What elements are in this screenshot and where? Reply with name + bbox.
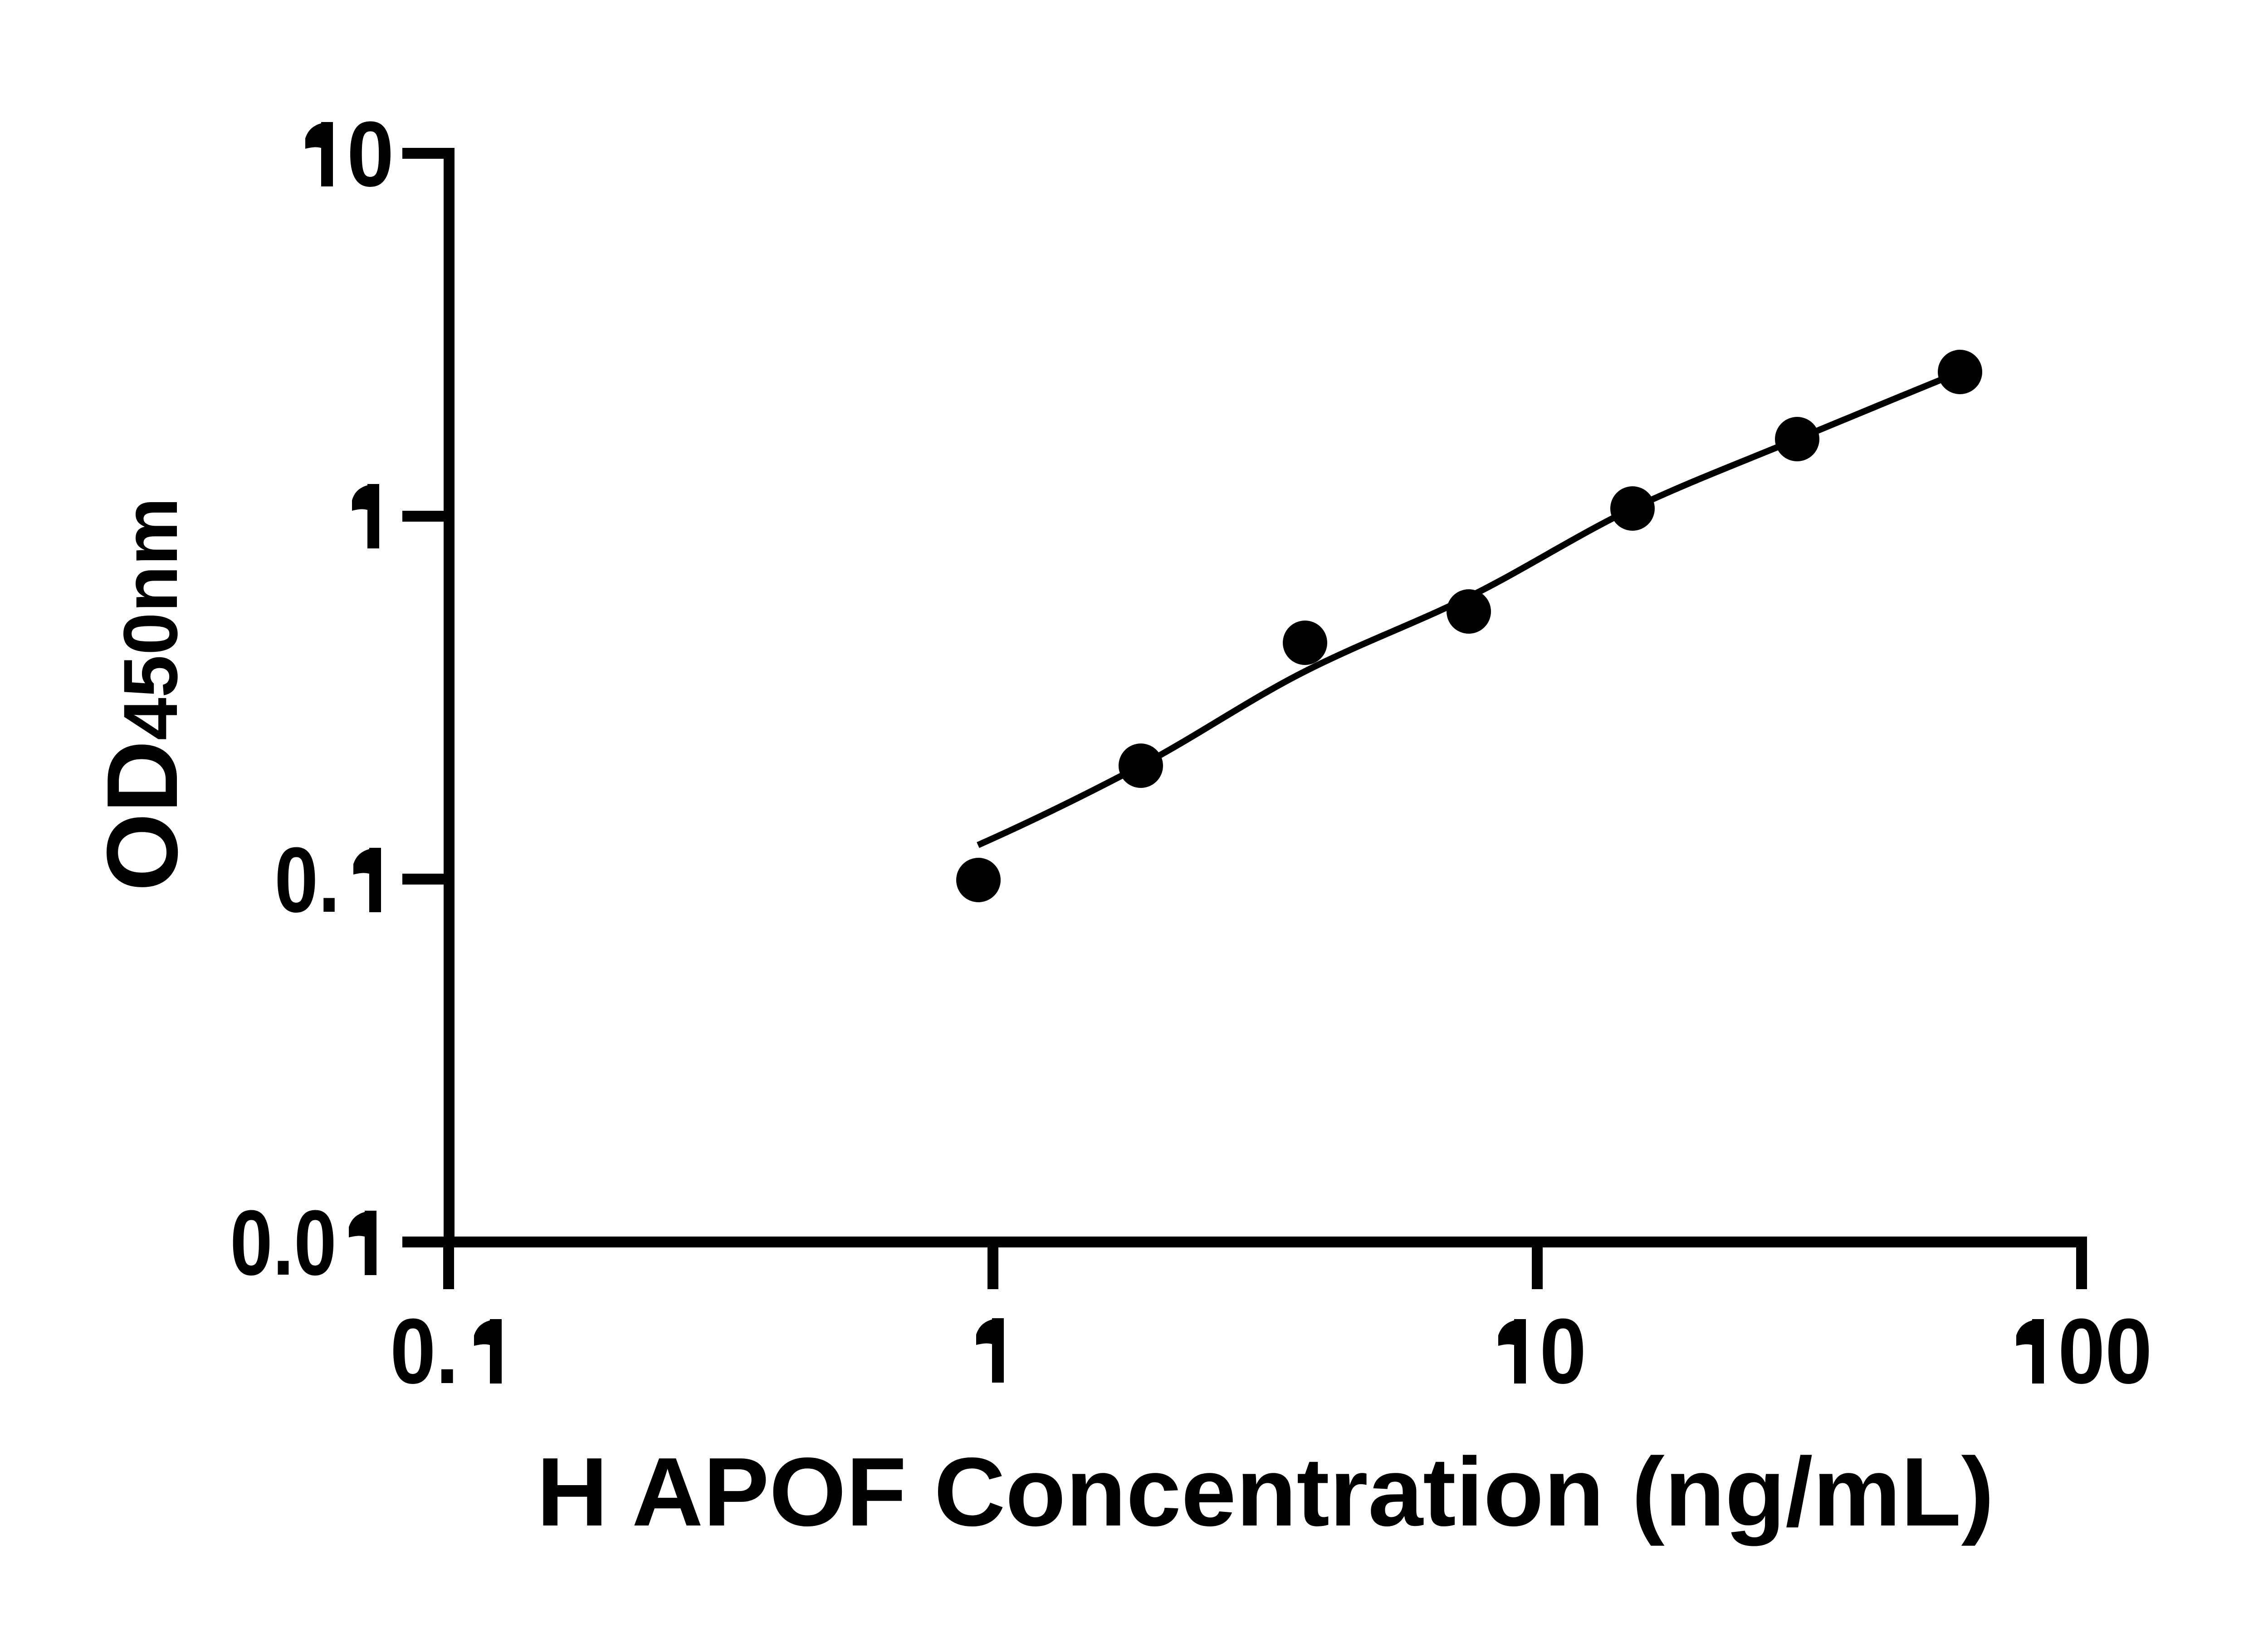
svg-text:H APOF Concentration (ng/mL): H APOF Concentration (ng/mL): [537, 1437, 1994, 1546]
svg-text:OD450nm: OD450nm: [86, 498, 199, 891]
